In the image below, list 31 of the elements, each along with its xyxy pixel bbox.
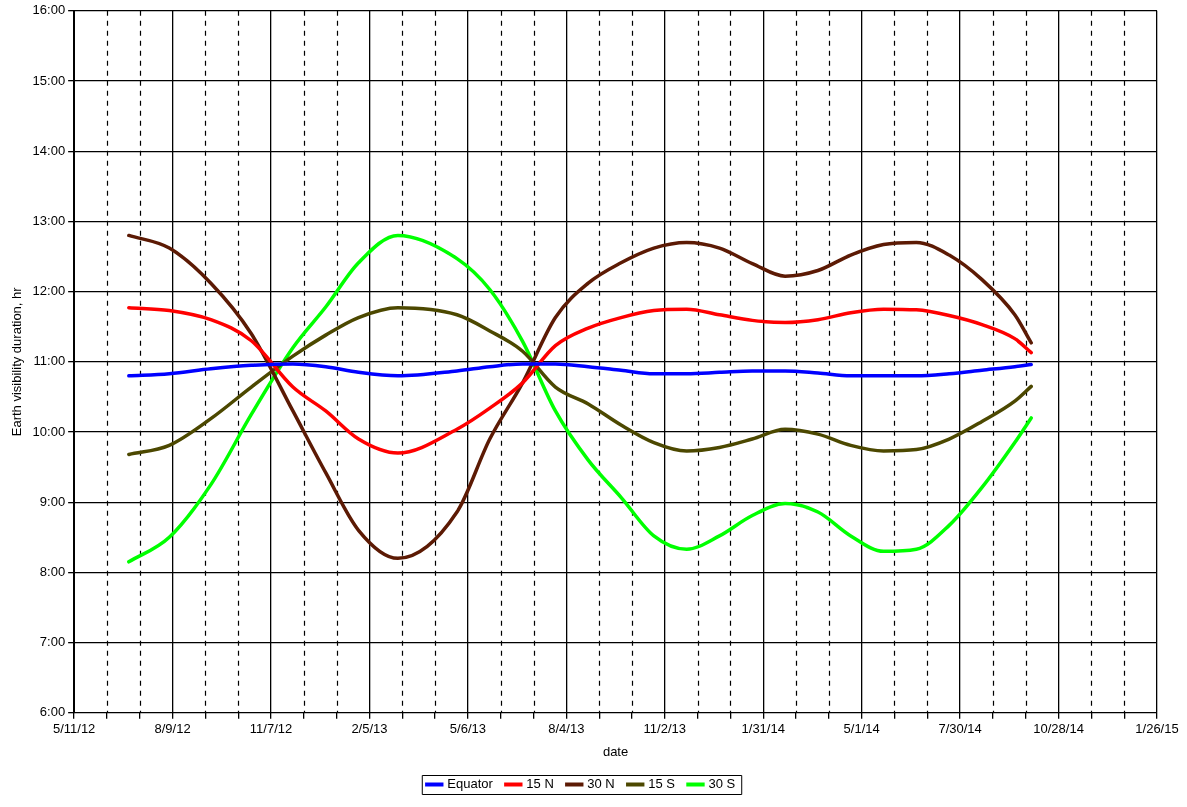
legend-label: 30 S xyxy=(708,776,736,792)
x-tick-label: 8/4/13 xyxy=(548,721,585,737)
x-tick-label: 5/11/12 xyxy=(52,721,96,737)
x-tick-label: 5/6/13 xyxy=(449,721,486,737)
legend-label: 30 N xyxy=(587,776,615,792)
y-tick-label: 14:00 xyxy=(32,142,66,158)
y-tick-label: 16:00 xyxy=(32,2,66,18)
y-tick-label: 9:00 xyxy=(39,493,66,509)
y-tick-label: 11:00 xyxy=(33,353,66,369)
x-tick-label: 8/9/12 xyxy=(154,721,191,737)
x-tick-label: 1/31/14 xyxy=(741,721,785,737)
y-tick-label: 15:00 xyxy=(32,72,66,88)
x-tick-label: 1/26/15 xyxy=(1135,721,1179,737)
y-tick-label: 10:00 xyxy=(32,423,66,439)
y-tick-label: 8:00 xyxy=(39,563,66,579)
x-tick-label: 7/30/14 xyxy=(938,721,982,737)
x-tick-label: 2/5/13 xyxy=(351,721,388,737)
x-tick-label: 11/2/13 xyxy=(643,721,686,737)
y-tick-label: 13:00 xyxy=(32,212,66,228)
legend-label: 15 S xyxy=(648,776,676,792)
legend-label: Equator xyxy=(447,776,494,792)
x-axis-title: date xyxy=(602,743,629,759)
y-axis-title: Earth visibility duration, hr xyxy=(9,286,25,437)
y-tick-label: 12:00 xyxy=(32,283,66,299)
y-tick-label: 7:00 xyxy=(39,634,66,650)
y-tick-label: 6:00 xyxy=(39,704,66,720)
line-series xyxy=(127,362,1033,378)
x-tick-label: 5/1/14 xyxy=(843,721,880,737)
x-tick-label: 10/28/14 xyxy=(1033,721,1084,737)
x-tick-label: 11/7/12 xyxy=(249,721,293,737)
legend-label: 15 N xyxy=(526,776,554,792)
